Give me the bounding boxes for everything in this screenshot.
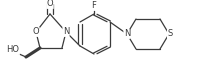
Text: N: N: [123, 30, 129, 38]
Text: O: O: [46, 0, 53, 9]
Text: N: N: [62, 28, 69, 36]
Text: S: S: [167, 30, 172, 38]
Text: O: O: [33, 28, 39, 36]
Text: HO: HO: [6, 45, 19, 55]
Text: F: F: [91, 2, 96, 10]
